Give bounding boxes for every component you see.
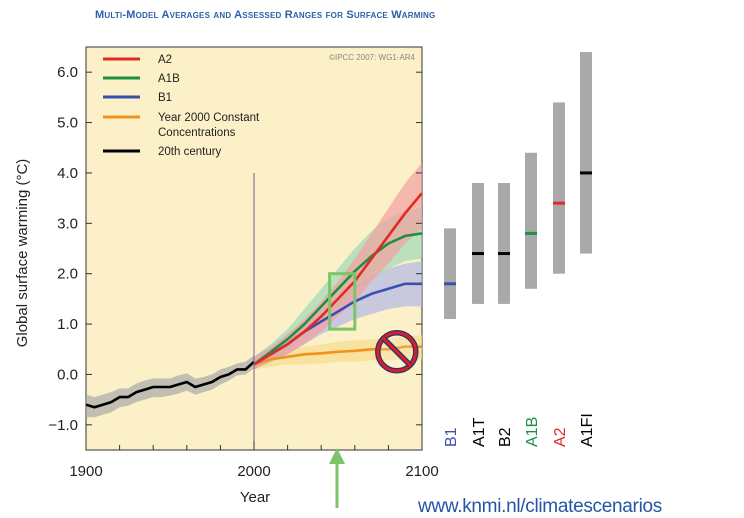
range-label-a1t: A1T [471, 417, 488, 447]
line-a2 [253, 192, 422, 366]
line-a1b [253, 232, 422, 366]
range-label-a2: A2 [552, 427, 569, 447]
x-axis: 1900 2000 2100 [69, 441, 439, 480]
chart-title: Multi-Model Averages and Assessed Ranges… [95, 9, 436, 21]
legend-label-20th-century: 20th century [158, 146, 222, 158]
y-tick-label: 1.0 [57, 316, 78, 333]
annotations [328, 272, 419, 508]
y-tick-label: 5.0 [57, 115, 78, 132]
legend: A2 A1B B1 Year 2000 Constant Concentrations 2… [103, 54, 260, 158]
y-axis-label: Global surface warming (°C) [14, 159, 31, 348]
arrow-head-icon [329, 448, 345, 464]
prohibition-sign-icon [375, 330, 419, 374]
y-tick-label: 0.0 [57, 366, 78, 383]
y-tick-label: 2.0 [57, 266, 78, 283]
range-best-b2 [498, 252, 510, 256]
range-bar-b2 [498, 183, 510, 304]
y-axis: −1.0 0.0 1.0 2.0 3.0 4.0 5.0 6.0 [48, 64, 422, 434]
band-a2 [254, 162, 422, 370]
highlight-box [328, 272, 357, 331]
range-label-a1b: A1B [524, 417, 541, 447]
legend-label-a2: A2 [158, 54, 172, 66]
series-lines [86, 192, 422, 409]
range-best-a2 [553, 201, 565, 205]
range-label-b1: B1 [443, 427, 460, 447]
footer-url[interactable]: www.knmi.nl/climatescenarios [418, 496, 662, 517]
scenario-ranges: B1 A1T B2 A1B A2 A1FI [443, 52, 596, 447]
x-tick-label: 2000 [237, 463, 270, 480]
legend-label-year-2000-constant-concentrations: Year 2000 Constant Concentrations [158, 112, 260, 139]
range-best-a1b [525, 231, 537, 235]
range-bar-b1 [444, 228, 456, 320]
range-best-b1 [444, 282, 456, 286]
legend-label-a1b: A1B [158, 73, 180, 85]
range-bar-a1fi [580, 52, 592, 254]
range-bar-a1b [525, 152, 537, 289]
range-best-a1t [472, 252, 484, 256]
range-bar-a1t [472, 183, 484, 304]
range-best-a1fi [580, 171, 592, 175]
x-tick-label: 2100 [405, 463, 438, 480]
legend-label-b1: B1 [158, 92, 172, 104]
range-label-b2: B2 [497, 427, 514, 447]
copyright-credit: ©IPCC 2007: WG1-AR4 [329, 53, 415, 62]
y-tick-label: −1.0 [48, 417, 78, 434]
y-tick-label: 6.0 [57, 64, 78, 81]
range-label-a1fi: A1FI [579, 413, 596, 447]
line-20th-century [86, 360, 255, 409]
range-bar-a2 [553, 102, 565, 274]
x-axis-label: Year [240, 489, 270, 506]
y-tick-label: 4.0 [57, 165, 78, 182]
y-tick-label: 3.0 [57, 215, 78, 232]
x-tick-label: 1900 [69, 463, 102, 480]
